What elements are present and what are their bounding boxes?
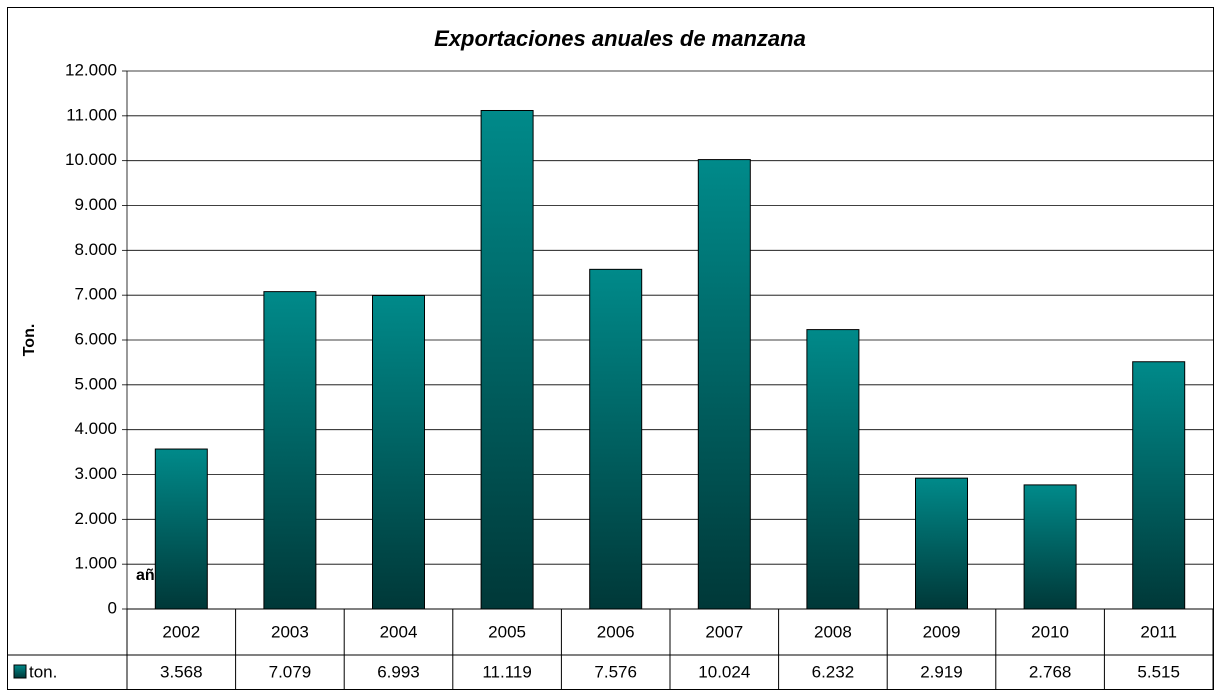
x-tick-label: 2011 — [1140, 622, 1177, 641]
y-tick-label: 9.000 — [74, 195, 117, 214]
table-value: 3.568 — [160, 662, 203, 681]
x-tick-label: 2007 — [705, 622, 743, 641]
bar — [1023, 484, 1077, 610]
y-tick-label: 4.000 — [74, 419, 117, 438]
table-value: 10.024 — [698, 662, 750, 681]
y-tick-label: 3.000 — [74, 464, 117, 483]
legend-key — [13, 664, 27, 679]
y-tick-label: 10.000 — [65, 150, 117, 169]
y-tick-label: 6.000 — [74, 329, 117, 348]
bar — [806, 329, 860, 610]
x-tick-label: 2008 — [814, 622, 852, 641]
y-tick-label: 7.000 — [74, 285, 117, 304]
bar — [589, 268, 643, 610]
table-value: 7.576 — [594, 662, 637, 681]
y-tick-label: 5.000 — [74, 374, 117, 393]
bar — [372, 294, 425, 610]
bar — [697, 159, 751, 610]
table-value: 6.993 — [377, 662, 420, 681]
x-tick-label: 2005 — [488, 622, 526, 641]
x-tick-label: 2004 — [380, 622, 418, 641]
x-tick-label: 2002 — [162, 622, 200, 641]
y-axis-title: Ton. — [21, 324, 38, 357]
y-tick-label: 2.000 — [74, 509, 117, 528]
legend-label: ton. — [29, 662, 57, 681]
chart-title: Exportaciones anuales de manzana — [434, 26, 806, 51]
y-tick-label: 8.000 — [74, 240, 117, 259]
y-tick-label: 12.000 — [65, 60, 117, 79]
table-value: 11.119 — [482, 662, 531, 681]
x-tick-label: 2003 — [271, 622, 309, 641]
bar — [1132, 361, 1186, 610]
table-value: 6.232 — [812, 662, 855, 681]
bar — [480, 109, 534, 610]
bar — [154, 448, 208, 610]
bar — [915, 477, 968, 610]
x-tick-label: 2010 — [1031, 622, 1069, 641]
x-tick-label: 2006 — [597, 622, 635, 641]
y-tick-label: 1.000 — [74, 554, 117, 573]
x-tick-label: 2009 — [923, 622, 961, 641]
table-value: 2.919 — [920, 662, 963, 681]
y-tick-label: 0 — [108, 598, 117, 617]
table-value: 7.079 — [269, 662, 312, 681]
table-value: 5.515 — [1137, 662, 1180, 681]
bar — [263, 291, 317, 610]
y-tick-label: 11.000 — [66, 105, 117, 124]
table-value: 2.768 — [1029, 662, 1072, 681]
